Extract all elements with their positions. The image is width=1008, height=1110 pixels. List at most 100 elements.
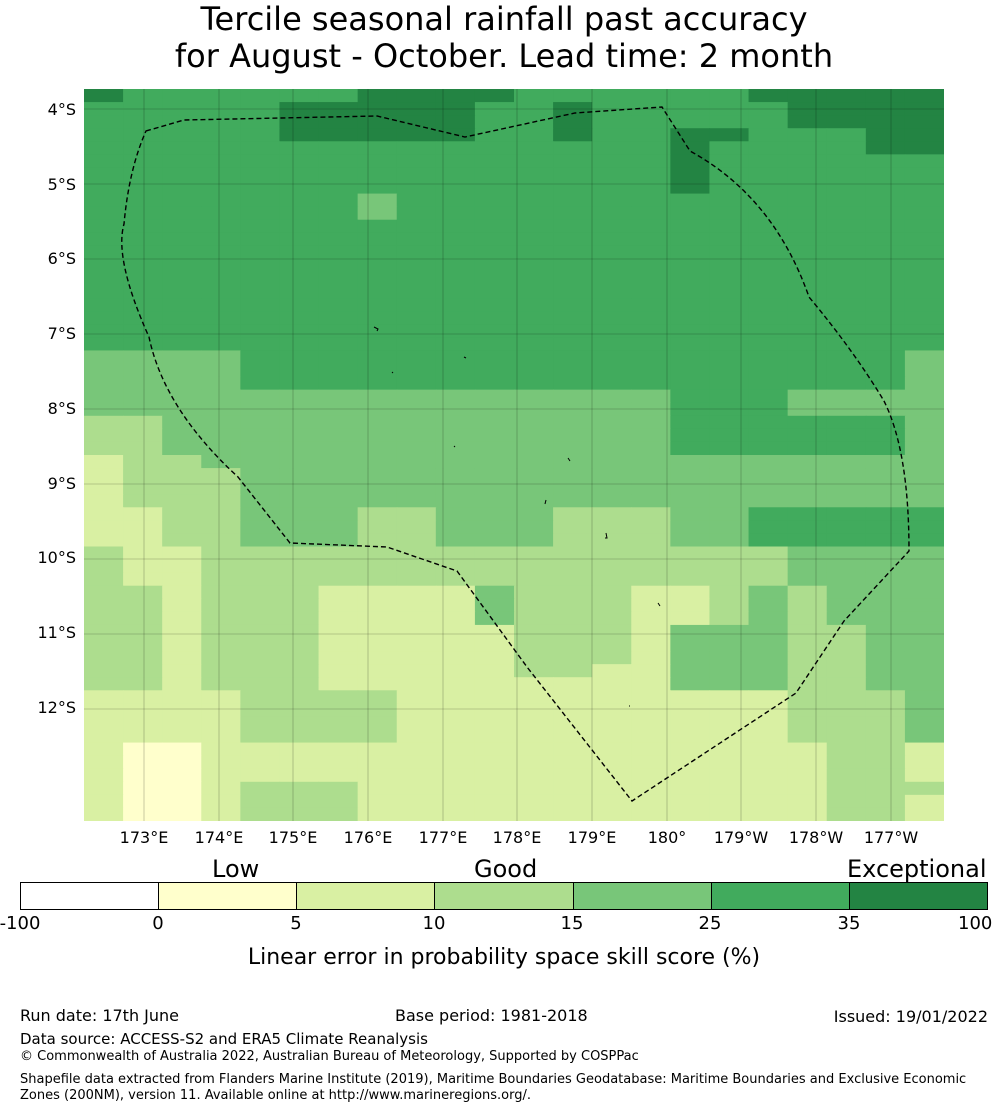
map-cell (396, 285, 437, 299)
map-cell (357, 311, 398, 325)
island-outline (657, 602, 661, 607)
map-cell (670, 611, 711, 626)
map-cell (318, 154, 359, 169)
map-cell (631, 598, 671, 613)
map-cell (826, 781, 867, 796)
map-cell (553, 781, 593, 796)
map-cell (631, 481, 671, 495)
map-cell (318, 141, 359, 155)
map-cell (84, 716, 124, 731)
map-cell (670, 507, 711, 521)
map-cell (670, 494, 711, 508)
map-cell (787, 624, 828, 639)
map-cell (514, 311, 554, 325)
map-cell (709, 664, 750, 678)
map-cell (396, 559, 437, 574)
map-cell (748, 664, 789, 678)
map-cell (162, 572, 202, 587)
map-cell (396, 703, 437, 718)
map-cell (162, 585, 202, 600)
map-cell (435, 546, 476, 561)
map-cell (904, 455, 944, 469)
map-cell (631, 272, 671, 286)
map-cell (240, 481, 281, 495)
map-cell (553, 245, 593, 260)
map-cell (670, 690, 711, 704)
map-cell (748, 415, 789, 430)
map-cell (162, 428, 202, 443)
map-cell (748, 89, 789, 103)
map-cell (553, 154, 593, 169)
map-cell (670, 285, 711, 299)
map-cell (435, 115, 476, 129)
map-cell (84, 755, 124, 770)
map-cell (709, 89, 750, 103)
map-cell (865, 376, 906, 391)
map-cell (709, 180, 750, 195)
colorbar (20, 882, 988, 910)
map-cell (748, 781, 789, 796)
map-cell (631, 716, 671, 731)
island-outline (463, 356, 467, 359)
colorbar-tick: 25 (698, 913, 722, 934)
map-cell (631, 651, 671, 665)
map-cell (826, 768, 867, 783)
map-cell (357, 507, 398, 521)
map-cell (631, 402, 671, 417)
map-cell (201, 415, 241, 430)
map-cell (865, 677, 906, 691)
map-cell (318, 245, 359, 260)
map-cell (474, 402, 515, 417)
map-cell (318, 624, 359, 639)
map-cell (592, 441, 632, 456)
map-cell (84, 350, 124, 365)
issued-date: Issued: 19/01/2022 (833, 1007, 988, 1026)
map-cell (84, 167, 124, 182)
map-cell (592, 585, 632, 600)
map-cell (396, 716, 437, 731)
map-cell (670, 755, 711, 770)
map-cell (318, 494, 359, 508)
map-cell (84, 481, 124, 495)
map-cell (123, 376, 163, 391)
map-cell (435, 350, 476, 365)
map-cell (435, 415, 476, 430)
map-cell (357, 755, 398, 770)
map-cell (748, 128, 789, 142)
map-cell (670, 559, 711, 574)
map-cell (514, 755, 554, 770)
map-cell (787, 206, 828, 221)
map-cell (162, 415, 202, 430)
map-cell (514, 742, 554, 757)
map-cell (201, 651, 241, 665)
map-cell (514, 677, 554, 691)
map-cell (279, 664, 320, 678)
map-cell (709, 402, 750, 417)
map-cell (514, 729, 554, 744)
map-cell (357, 611, 398, 626)
map-cell (592, 794, 632, 809)
map-cell (904, 598, 944, 613)
map-cell (904, 245, 944, 260)
map-cell (904, 520, 944, 535)
map-cell (240, 193, 281, 208)
map-cell (240, 507, 281, 521)
map-cell (865, 258, 906, 273)
map-cell (514, 389, 554, 404)
map-cell (514, 376, 554, 391)
map-cell (474, 690, 515, 704)
map-cell (553, 624, 593, 639)
map-cell (396, 507, 437, 521)
map-cell (826, 389, 867, 404)
map-cell (553, 598, 593, 613)
map-cell (748, 572, 789, 587)
lon-label: 178°E (492, 828, 542, 847)
map-cell (709, 651, 750, 665)
colorbar-segment (21, 883, 160, 909)
map-cell (592, 611, 632, 626)
map-cell (709, 585, 750, 600)
map-cell (865, 651, 906, 665)
map-cell (123, 638, 163, 652)
map-cell (787, 664, 828, 678)
map-cell (123, 781, 163, 796)
